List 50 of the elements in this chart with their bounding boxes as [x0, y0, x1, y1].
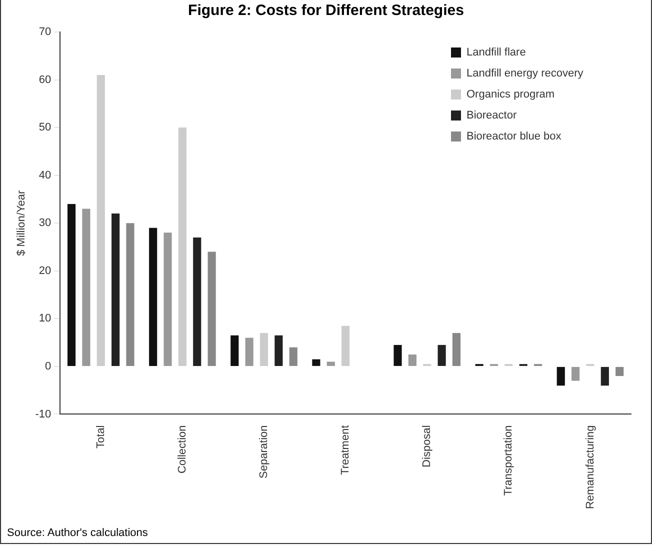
legend-label: Bioreactor	[466, 110, 517, 122]
x-tick-label: Total	[94, 425, 107, 448]
bar	[572, 366, 580, 381]
bar	[452, 333, 461, 366]
bar	[67, 204, 76, 366]
legend-label: Organics program	[466, 88, 555, 101]
x-tick-label: Collection	[176, 425, 188, 474]
bar	[394, 344, 402, 366]
bar	[193, 237, 202, 366]
bar	[438, 344, 446, 366]
bar	[342, 326, 350, 366]
legend-label: Bioreactor blue box	[466, 130, 562, 143]
y-tick-label: 20	[38, 264, 52, 277]
y-tick-label: -10	[35, 408, 52, 420]
y-tick-label: 40	[38, 169, 52, 182]
x-tick-label: Separation	[258, 425, 270, 478]
chart-title: Figure 2: Costs for Different Strategies	[187, 2, 465, 19]
bar	[208, 252, 216, 366]
bar	[312, 359, 320, 366]
y-tick-label: 0	[44, 360, 52, 372]
bar	[556, 366, 565, 386]
y-tick-label: 30	[38, 217, 52, 230]
bar	[164, 232, 172, 366]
bar	[616, 366, 624, 376]
source-note: Source: Author's calculations	[7, 527, 148, 539]
y-tick-label: 60	[38, 74, 52, 86]
y-axis-title: $ Million/Year	[16, 190, 28, 256]
bar	[230, 335, 239, 366]
bar	[260, 333, 268, 366]
bar	[82, 208, 90, 366]
y-tick-label: 10	[38, 312, 52, 325]
x-tick-label: Disposal	[421, 425, 434, 468]
bar	[274, 335, 283, 366]
legend-label: Landfill flare	[466, 46, 526, 59]
bar	[408, 354, 416, 366]
bar	[96, 75, 105, 366]
legend-label: Landfill energy recovery	[466, 68, 584, 80]
x-tick-label: Remanufacturing	[584, 425, 596, 510]
bar	[112, 214, 120, 366]
bar	[126, 223, 134, 366]
x-tick-label: Transportation	[502, 425, 515, 496]
bar	[289, 347, 298, 366]
bar	[178, 128, 186, 366]
y-tick-label: 70	[38, 26, 52, 38]
bar	[326, 362, 335, 366]
bar	[600, 366, 609, 386]
bar	[245, 338, 254, 366]
y-tick-label: 50	[38, 122, 52, 134]
x-tick-label: Treatment	[340, 425, 352, 475]
bar	[149, 228, 158, 366]
